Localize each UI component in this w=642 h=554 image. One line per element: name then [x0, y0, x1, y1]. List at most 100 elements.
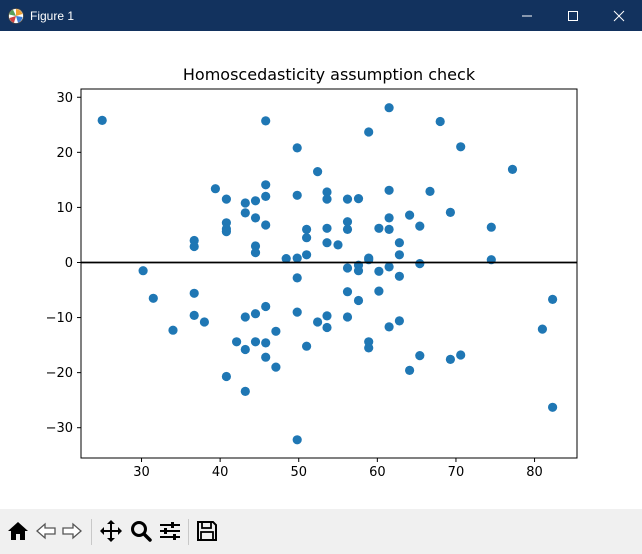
scatter-point — [199, 317, 209, 327]
scatter-point — [189, 310, 199, 320]
scatter-point — [384, 185, 394, 195]
y-tick-label: 0 — [65, 256, 73, 271]
scatter-point — [250, 213, 261, 223]
scatter-point — [240, 312, 250, 322]
scatter-point — [486, 222, 496, 232]
scatter-point — [250, 196, 261, 206]
scatter-point — [292, 273, 302, 283]
x-tick-label: 30 — [133, 465, 150, 480]
scatter-point — [353, 194, 364, 204]
home-button[interactable] — [6, 519, 30, 543]
maximize-button[interactable] — [550, 0, 596, 31]
scatter-point — [374, 286, 384, 296]
scatter-point — [221, 194, 231, 204]
y-tick-label: 20 — [56, 146, 73, 161]
scatter-point — [364, 127, 374, 137]
scatter-point — [456, 142, 466, 152]
scatter-point — [261, 301, 271, 312]
scatter-point — [322, 238, 332, 248]
scatter-point — [97, 115, 107, 125]
scatter-point — [322, 311, 332, 321]
scatter-point — [240, 386, 250, 396]
scatter-chart: Homoscedasticity assumption check 30 40 50… — [46, 65, 578, 480]
scatter-point — [384, 213, 394, 223]
scatter-point — [138, 266, 148, 276]
scatter-point — [250, 337, 261, 347]
x-tick-label: 80 — [526, 465, 543, 480]
scatter-point — [342, 312, 353, 322]
scatter-point — [415, 221, 425, 231]
forward-arrow-icon — [62, 522, 82, 540]
close-icon — [613, 10, 625, 22]
scatter-point — [189, 241, 199, 252]
forward-button[interactable] — [60, 519, 84, 543]
scatter-point — [394, 271, 404, 281]
x-tick-label: 60 — [369, 465, 386, 480]
scatter-point — [261, 338, 271, 348]
scatter-point — [302, 224, 312, 234]
scatter-point — [425, 186, 435, 196]
scatter-point — [456, 350, 466, 360]
scatter-point — [322, 322, 332, 333]
back-button[interactable] — [34, 519, 58, 543]
figure-canvas[interactable]: Homoscedasticity assumption check 30 40 50… — [0, 31, 642, 509]
scatter-point — [313, 167, 323, 177]
scatter-point — [210, 184, 220, 194]
scatter-point — [394, 316, 404, 326]
scatter-point — [250, 309, 261, 319]
pan-button[interactable] — [99, 519, 123, 543]
scatter-point — [374, 266, 384, 276]
x-tick-label: 50 — [290, 465, 307, 480]
scatter-point — [148, 293, 158, 303]
scatter-point — [261, 352, 271, 362]
scatter-point — [302, 250, 312, 260]
scatter-point — [221, 371, 231, 382]
scatter-point — [353, 295, 364, 306]
scatter-point — [322, 223, 332, 233]
configure-subplots-icon — [160, 522, 180, 540]
scatter-point — [435, 116, 445, 127]
minimize-button[interactable] — [504, 0, 550, 31]
window-titlebar[interactable]: Figure 1 — [0, 0, 642, 31]
scatter-point — [537, 324, 548, 334]
scatter-point — [394, 250, 404, 260]
scatter-point — [302, 233, 312, 243]
scatter-point — [405, 210, 415, 220]
plot-frame — [80, 88, 578, 459]
scatter-point — [281, 254, 291, 264]
y-tick-label: −20 — [46, 366, 73, 381]
scatter-point — [445, 207, 455, 217]
configure-subplots-button[interactable] — [158, 519, 182, 543]
scatter-point — [342, 217, 353, 227]
scatter-point — [415, 259, 425, 269]
scatter-point — [445, 354, 455, 364]
scatter-point — [507, 164, 518, 174]
save-button[interactable] — [195, 519, 219, 543]
chart-title: Homoscedasticity assumption check — [183, 65, 476, 84]
scatter-point — [405, 365, 415, 375]
scatter-point — [261, 220, 271, 230]
scatter-point — [342, 287, 353, 297]
scatter-point — [333, 240, 343, 250]
scatter-point — [250, 241, 261, 251]
scatter-point — [261, 191, 271, 201]
y-tick-label: −10 — [46, 311, 73, 326]
x-tick-label: 70 — [448, 465, 465, 480]
zoom-button[interactable] — [129, 519, 153, 543]
scatter-point — [384, 103, 394, 113]
scatter-point — [322, 194, 332, 204]
scatter-point — [271, 326, 281, 336]
scatter-point — [240, 198, 250, 208]
x-tick-label: 40 — [212, 465, 229, 480]
scatter-point — [313, 317, 323, 327]
scatter-point — [384, 322, 394, 332]
zoom-icon — [131, 521, 152, 542]
close-button[interactable] — [596, 0, 642, 31]
scatter-point — [168, 325, 178, 335]
scatter-point — [342, 224, 353, 234]
scatter-point — [240, 208, 250, 218]
scatter-point — [250, 248, 261, 258]
matplotlib-app-icon — [8, 8, 24, 24]
scatter-point — [302, 341, 312, 351]
y-tick-label: 30 — [56, 91, 73, 106]
